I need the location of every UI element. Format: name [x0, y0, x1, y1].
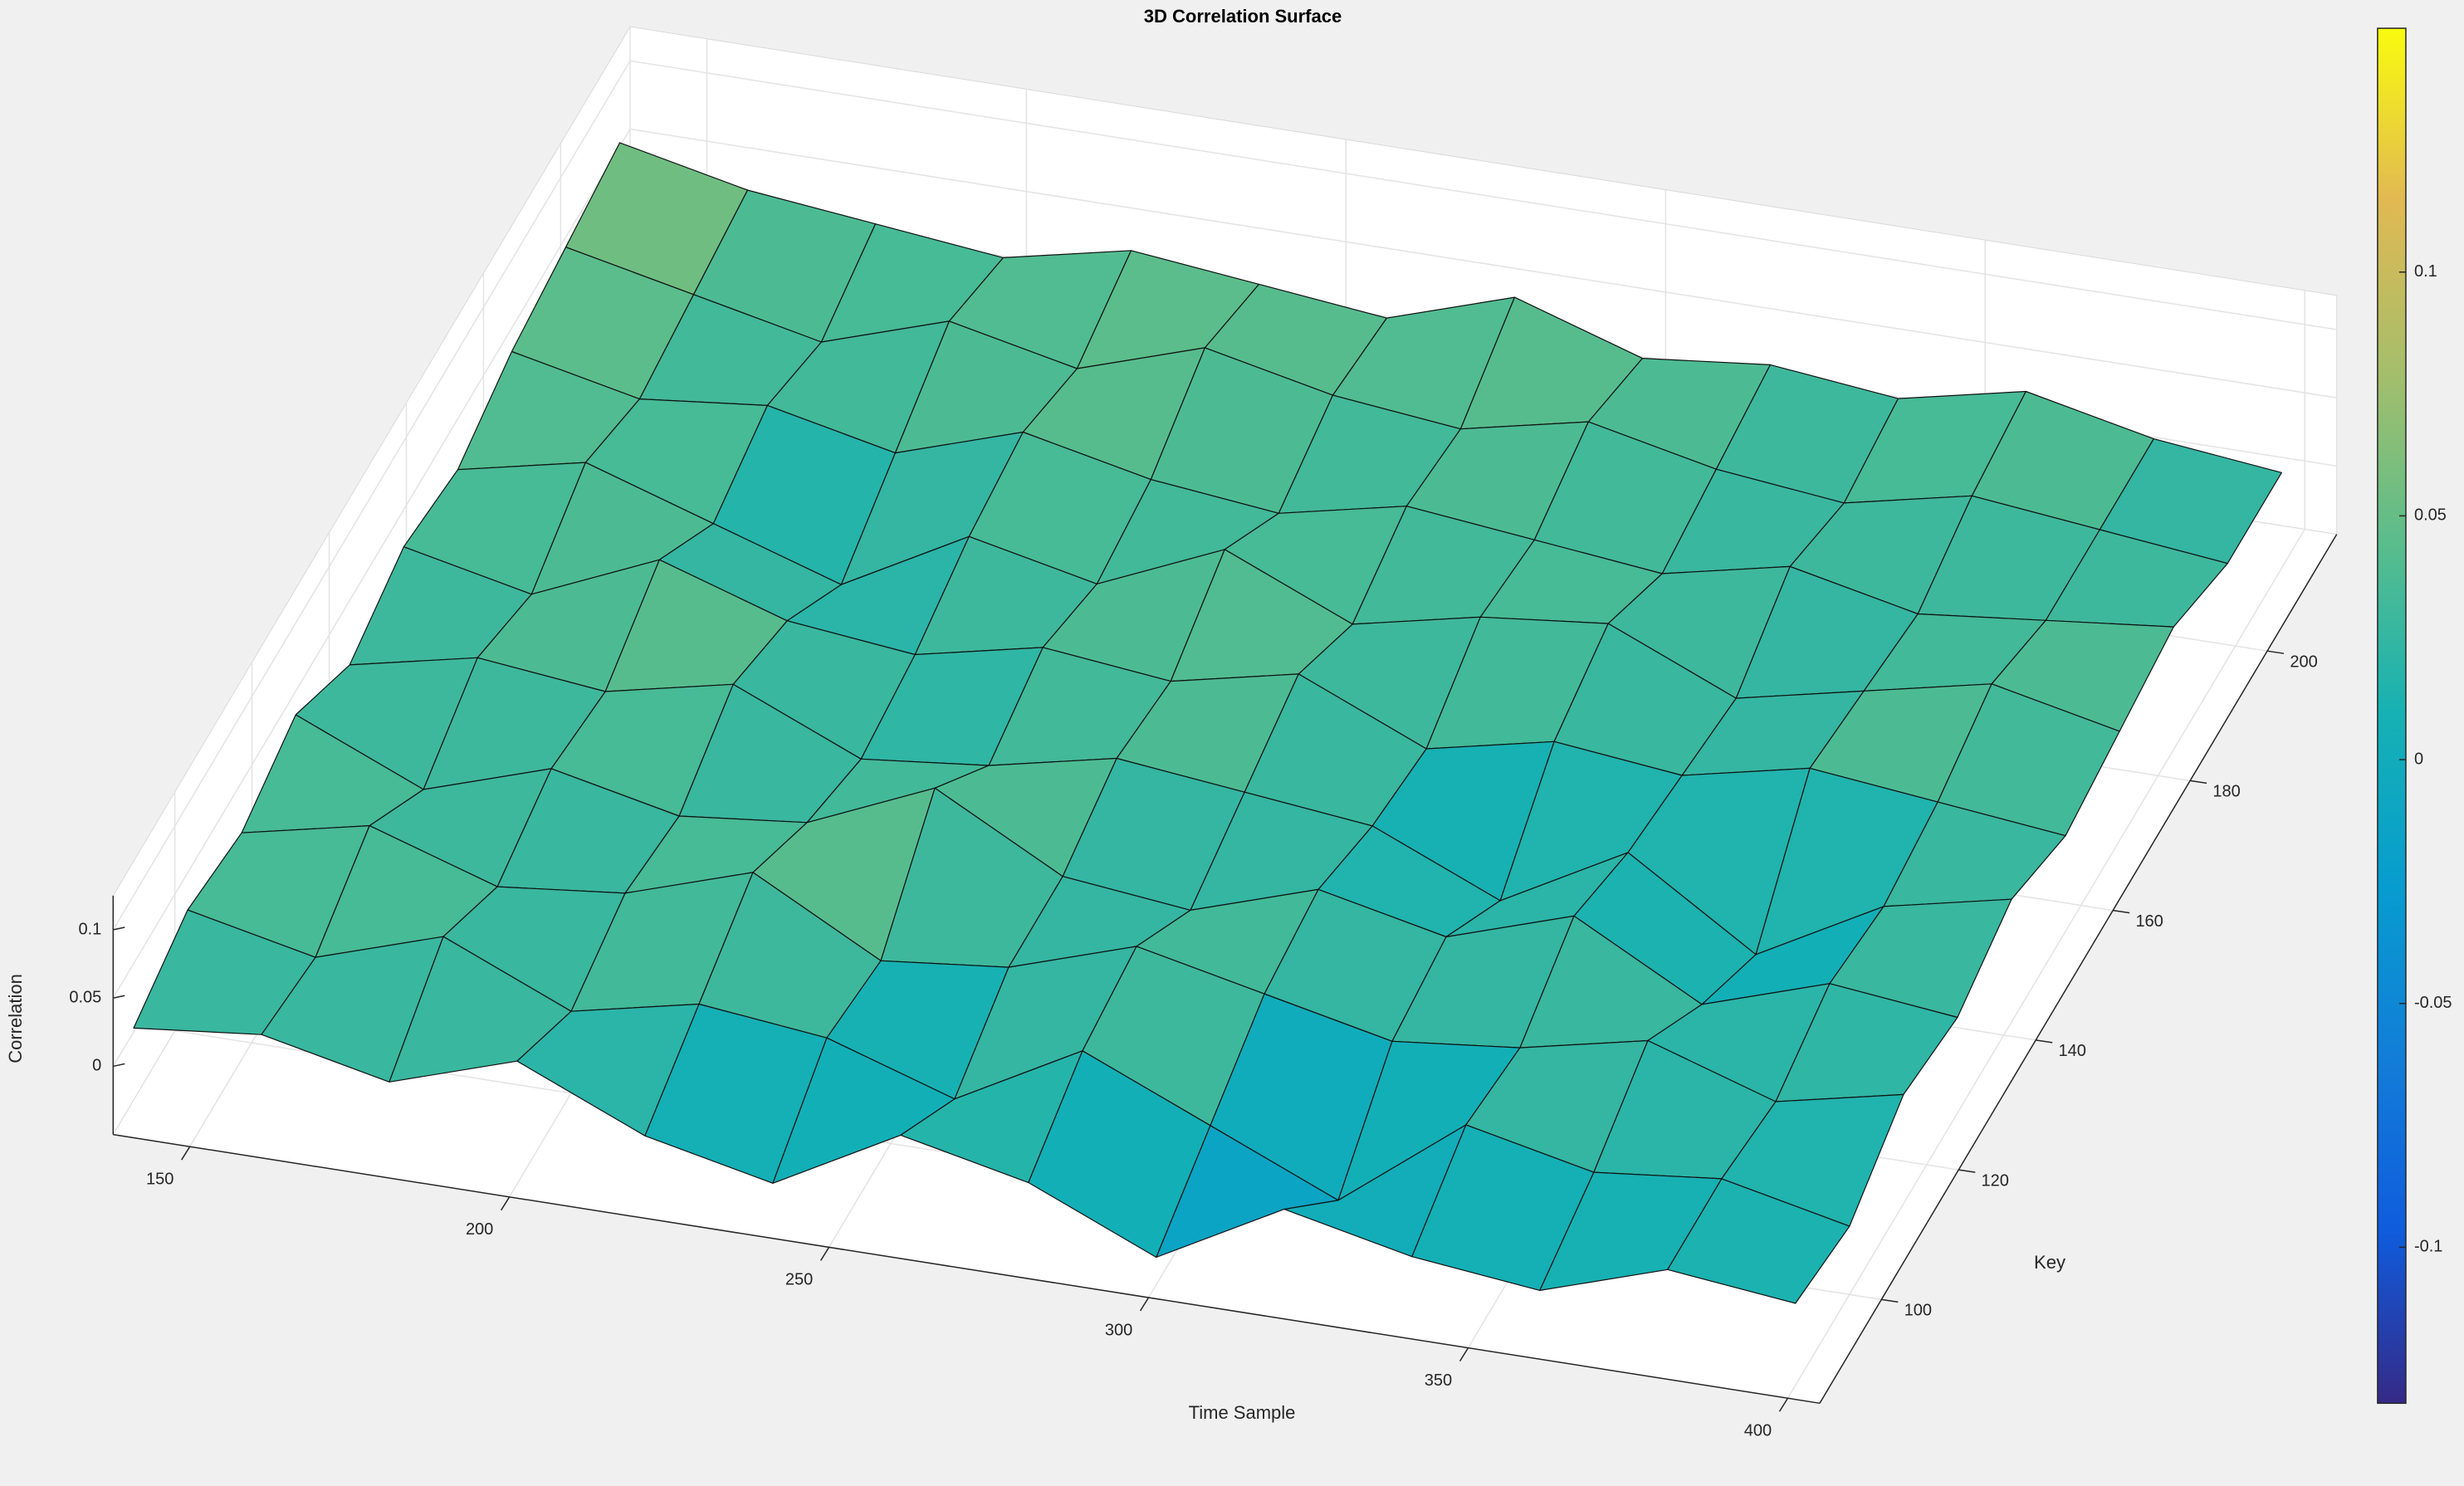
x-tick: [500, 1196, 511, 1211]
y-tick: [1881, 1298, 1899, 1303]
surface: [133, 142, 2282, 1304]
y-axis-label: Key: [2034, 1252, 2066, 1273]
y-tick-label: 120: [1982, 1171, 2009, 1190]
grid-line: [629, 60, 2337, 330]
x-tick-label: 300: [1105, 1321, 1132, 1339]
y-tick: [1958, 1169, 1976, 1173]
grid-line: [629, 128, 2337, 398]
z-tick-label: 0.1: [78, 920, 101, 938]
z-tick-label: 0.05: [69, 989, 101, 1007]
x-tick: [181, 1146, 191, 1161]
x-axis-label: Time Sample: [1189, 1402, 1296, 1423]
colorbar: [2377, 27, 2407, 1405]
y-tick-label: 180: [2212, 783, 2240, 801]
colorbar-tick-label: -0.05: [2414, 994, 2452, 1012]
colorbar-tick-label: 0.1: [2414, 262, 2437, 281]
z-tick: [113, 926, 125, 931]
grid-line: [112, 129, 631, 999]
x-tick-label: 250: [785, 1271, 813, 1289]
colorbar-tick-label: -0.1: [2414, 1238, 2442, 1256]
x-tick: [1139, 1297, 1150, 1312]
axis-line: [1819, 534, 2338, 1404]
x-tick: [1459, 1347, 1469, 1362]
colorbar-tick-label: 0: [2414, 750, 2423, 768]
z-axis-label: Correlation: [5, 974, 26, 1063]
chart-title: 3D Correlation Surface: [1144, 6, 1342, 27]
z-tick-label: 0: [92, 1057, 101, 1075]
y-tick: [2189, 780, 2207, 785]
y-tick-label: 140: [2058, 1042, 2085, 1060]
x-tick-label: 150: [146, 1170, 174, 1188]
x-tick: [819, 1247, 830, 1261]
z-tick: [113, 995, 125, 999]
axis-line: [113, 1133, 1821, 1405]
grid-line: [112, 60, 631, 931]
y-tick: [2113, 909, 2130, 914]
grid-line: [1787, 529, 2305, 1399]
colorbar-tick-label: 0.05: [2414, 506, 2447, 525]
z-tick: [113, 1063, 125, 1068]
x-tick-label: 400: [1744, 1422, 1772, 1440]
y-tick-label: 160: [2135, 912, 2163, 931]
y-tick: [2266, 650, 2285, 654]
x-tick-label: 350: [1425, 1371, 1452, 1390]
y-tick: [2036, 1039, 2053, 1044]
surface-patch: [1667, 1178, 1850, 1304]
x-tick: [1778, 1397, 1789, 1412]
y-tick-label: 200: [2290, 653, 2317, 671]
x-tick-label: 200: [466, 1220, 493, 1239]
y-tick-label: 100: [1904, 1302, 1932, 1320]
